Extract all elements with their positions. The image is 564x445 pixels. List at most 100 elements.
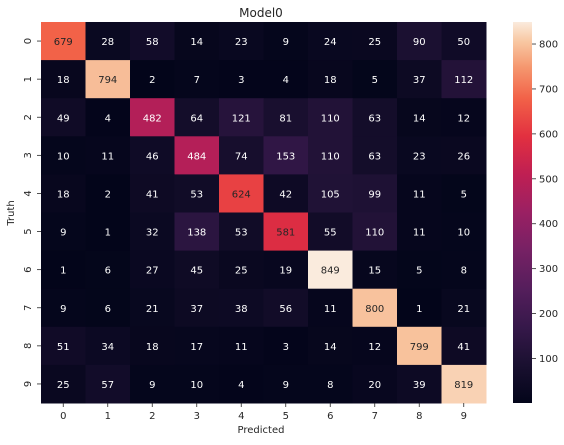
heatmap-cell-label: 9 [283,37,289,48]
x-axis: 0123456789 [60,403,467,422]
heatmap-cell-label: 41 [457,342,470,353]
colorbar-ticks: 100 200 300 400 500 600 700 800 [532,40,558,366]
heatmap-cell-label: 23 [413,151,426,162]
heatmap-cell-label: 14 [324,342,337,353]
y-tick-label: 2 [23,114,34,120]
heatmap-cell-label: 10 [57,151,70,162]
heatmap-cell-label: 17 [190,342,203,353]
heatmap-cell-label: 6 [105,304,111,315]
heatmap-cell-label: 1 [60,266,66,277]
heatmap-cell-label: 8 [327,380,333,391]
heatmap-cell-label: 800 [365,304,384,315]
heatmap-cell-label: 51 [57,342,70,353]
x-axis-label: Predicted [238,425,285,436]
heatmap-cell-label: 10 [190,380,203,391]
heatmap-cell-label: 799 [410,342,429,353]
heatmap-cell-label: 42 [279,189,292,200]
y-tick-label: 8 [23,343,34,349]
heatmap-cell-label: 11 [235,342,248,353]
heatmap-cell-label: 50 [457,37,470,48]
heatmap-cell-label: 2 [149,75,155,86]
heatmap-cell-label: 14 [190,37,203,48]
x-tick-label: 3 [194,411,200,422]
heatmap-cell-label: 81 [279,113,292,124]
heatmap-cell-label: 21 [457,304,470,315]
x-tick-label: 1 [105,411,111,422]
x-tick-label: 5 [283,411,289,422]
heatmap-cell-label: 6 [105,266,111,277]
heatmap-cell-label: 110 [365,228,384,239]
heatmap-cell-label: 12 [457,113,470,124]
heatmap-cell-label: 14 [413,113,426,124]
heatmap-cell-label: 26 [457,151,470,162]
colorbar [513,22,532,403]
colorbar-tick-label: 500 [539,174,558,185]
y-tick-label: 3 [23,152,34,158]
heatmap-cell-label: 24 [324,37,337,48]
x-tick-label: 6 [327,411,333,422]
heatmap-cell-label: 90 [413,37,426,48]
chart-title: Model0 [239,6,283,20]
heatmap-cell-label: 7 [194,75,200,86]
heatmap-cell-label: 5 [416,266,422,277]
y-tick-label: 5 [23,228,34,234]
heatmap-cell-label: 4 [238,380,244,391]
x-tick-label: 7 [372,411,378,422]
heatmap-cell-label: 57 [101,380,114,391]
y-tick-label: 0 [23,38,34,44]
heatmap-cell-label: 849 [321,266,340,277]
x-tick-label: 4 [238,411,244,422]
heatmap-cell-label: 27 [146,266,159,277]
heatmap-cell-label: 23 [235,37,248,48]
heatmap-cell-label: 39 [413,380,426,391]
heatmap-cell-label: 482 [143,113,162,124]
heatmap-cell-label: 53 [235,228,248,239]
heatmap-cell-label: 624 [232,189,251,200]
heatmap-cell-label: 20 [368,380,381,391]
colorbar-tick-label: 100 [539,354,558,365]
heatmap-cell-label: 18 [57,189,70,200]
heatmap-cell-label: 679 [54,37,73,48]
heatmap-cell-label: 18 [57,75,70,86]
y-tick-label: 9 [23,381,34,387]
heatmap-cell-label: 56 [279,304,292,315]
heatmap-cell-label: 25 [235,266,248,277]
heatmap-cell-label: 38 [235,304,248,315]
y-tick-label: 7 [23,305,34,311]
heatmap-cell-label: 49 [57,113,70,124]
colorbar-tick-label: 600 [539,129,558,140]
heatmap-cell-label: 794 [98,75,117,86]
x-tick-label: 0 [60,411,66,422]
heatmap-cell-label: 11 [101,151,114,162]
heatmap-cell-label: 58 [146,37,159,48]
heatmap-cell-label: 9 [60,304,66,315]
heatmap-cell-label: 55 [324,228,337,239]
heatmap-cell-label: 105 [321,189,340,200]
x-tick-label: 8 [416,411,422,422]
heatmap-cell-label: 74 [235,151,248,162]
heatmap-cell-label: 11 [413,228,426,239]
colorbar-tick-label: 800 [539,40,558,51]
heatmap-cell-label: 41 [146,189,159,200]
heatmap-cell-label: 9 [283,380,289,391]
heatmap-cell-label: 121 [232,113,251,124]
heatmap-cell-label: 11 [324,304,337,315]
heatmap-cell-label: 28 [101,37,114,48]
y-tick-label: 1 [23,76,34,82]
x-tick-label: 2 [149,411,155,422]
heatmap-cell-label: 25 [368,37,381,48]
heatmap-cell-label: 4 [105,113,111,124]
y-axis-label: Truth [6,200,17,226]
heatmap-cell-label: 1 [416,304,422,315]
heatmap-cell-label: 10 [457,228,470,239]
heatmap-cell-label: 25 [57,380,70,391]
heatmap-cell-label: 3 [238,75,244,86]
heatmap-cell-label: 53 [190,189,203,200]
heatmap-cell-label: 138 [187,228,206,239]
heatmap-cell-label: 18 [146,342,159,353]
heatmap-cell-label: 37 [190,304,203,315]
heatmap-cell-label: 484 [187,151,206,162]
heatmap-cell-label: 19 [279,266,292,277]
colorbar-tick-label: 200 [539,309,558,320]
